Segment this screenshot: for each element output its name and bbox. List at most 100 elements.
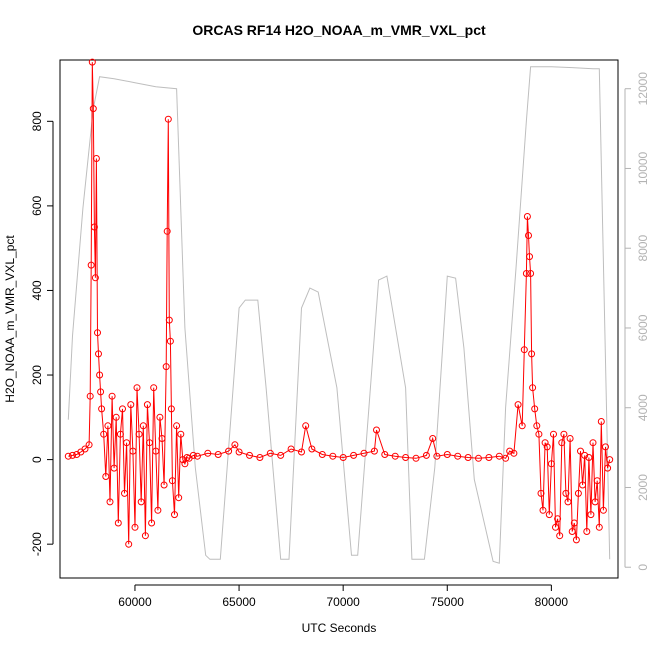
data-point xyxy=(129,447,137,455)
data-point xyxy=(97,388,105,396)
y-tick-label: 800 xyxy=(30,111,44,131)
series-gray-line xyxy=(67,66,611,564)
data-point xyxy=(177,430,185,438)
x-tick-label: 70000 xyxy=(326,595,360,609)
data-point xyxy=(160,481,168,489)
data-point xyxy=(193,452,201,460)
y2-tick-label: 6000 xyxy=(636,314,650,341)
data-point xyxy=(350,451,358,459)
y2-tick-label: 12000 xyxy=(636,72,650,106)
data-point xyxy=(168,477,176,485)
data-point xyxy=(527,270,535,277)
data-point xyxy=(506,447,514,455)
data-point xyxy=(162,363,170,371)
data-point xyxy=(163,227,171,235)
data-point xyxy=(81,445,89,453)
data-point xyxy=(133,384,141,392)
series-gray xyxy=(67,66,611,564)
y2-tick-label: 0 xyxy=(636,564,650,571)
plot-frame xyxy=(59,59,619,579)
data-point xyxy=(148,519,156,527)
data-point xyxy=(90,223,98,231)
data-point xyxy=(402,454,410,461)
data-point xyxy=(246,451,253,459)
data-point xyxy=(146,439,153,447)
data-point xyxy=(152,447,160,455)
data-point xyxy=(412,454,420,462)
data-point xyxy=(287,445,295,453)
data-point xyxy=(266,449,274,457)
data-point xyxy=(597,418,605,425)
data-point xyxy=(165,316,173,324)
data-point xyxy=(112,413,120,421)
data-point xyxy=(139,422,147,430)
data-point xyxy=(86,392,94,400)
data-point xyxy=(433,452,441,460)
data-point xyxy=(121,489,128,497)
data-point xyxy=(114,519,122,527)
data-point xyxy=(579,481,587,489)
data-point xyxy=(533,422,541,430)
data-point xyxy=(522,270,530,277)
data-point xyxy=(102,473,110,480)
x-tick-label: 65000 xyxy=(222,595,256,609)
data-point xyxy=(339,454,347,461)
y-tick-label: 600 xyxy=(30,196,44,216)
data-point xyxy=(558,439,566,447)
data-point xyxy=(583,528,591,535)
series-red xyxy=(64,58,614,548)
data-point xyxy=(560,430,568,438)
data-point xyxy=(154,506,162,514)
data-point xyxy=(552,523,559,531)
data-point xyxy=(98,405,106,413)
data-point xyxy=(91,274,99,282)
data-point xyxy=(391,452,399,460)
data-point xyxy=(568,528,576,535)
data-point xyxy=(95,350,102,358)
data-point xyxy=(454,452,462,460)
data-point xyxy=(87,261,95,269)
data-point xyxy=(318,451,326,458)
data-point xyxy=(528,350,536,358)
data-point xyxy=(602,443,609,451)
data-point xyxy=(591,498,599,506)
data-point xyxy=(570,519,578,527)
x-tick-label: 75000 xyxy=(431,595,465,609)
data-point xyxy=(564,498,572,506)
data-point xyxy=(179,456,187,464)
data-point xyxy=(550,430,557,438)
data-point xyxy=(556,532,564,540)
data-point xyxy=(94,329,101,337)
data-point xyxy=(523,213,531,220)
data-point xyxy=(547,460,555,468)
data-point xyxy=(562,489,570,497)
data-point xyxy=(158,435,166,442)
data-point xyxy=(137,498,145,506)
data-point xyxy=(539,506,547,514)
data-point xyxy=(429,435,437,442)
data-point xyxy=(106,498,114,506)
data-point xyxy=(502,454,510,462)
y-tick-label: 400 xyxy=(30,280,44,300)
data-point xyxy=(531,405,539,413)
data-point xyxy=(360,449,368,457)
data-point xyxy=(100,430,108,438)
data-point xyxy=(599,506,607,514)
data-point xyxy=(175,494,183,502)
y2-tick-label: 2000 xyxy=(636,474,650,501)
y2-tick-label: 10000 xyxy=(636,151,650,185)
y-tick-label: -200 xyxy=(30,532,44,556)
x-axis: 60000 65000 70000 75000 80000 xyxy=(118,584,568,609)
data-point xyxy=(204,449,212,457)
data-point xyxy=(125,540,133,548)
data-point xyxy=(189,451,197,459)
data-point xyxy=(329,452,337,460)
y-tick-label: 0 xyxy=(30,456,44,463)
data-point xyxy=(373,426,380,434)
x-axis-label: UTC Seconds xyxy=(302,621,377,635)
data-point xyxy=(143,401,151,409)
data-point xyxy=(150,384,158,392)
data-point xyxy=(589,439,597,447)
data-point xyxy=(277,451,285,459)
